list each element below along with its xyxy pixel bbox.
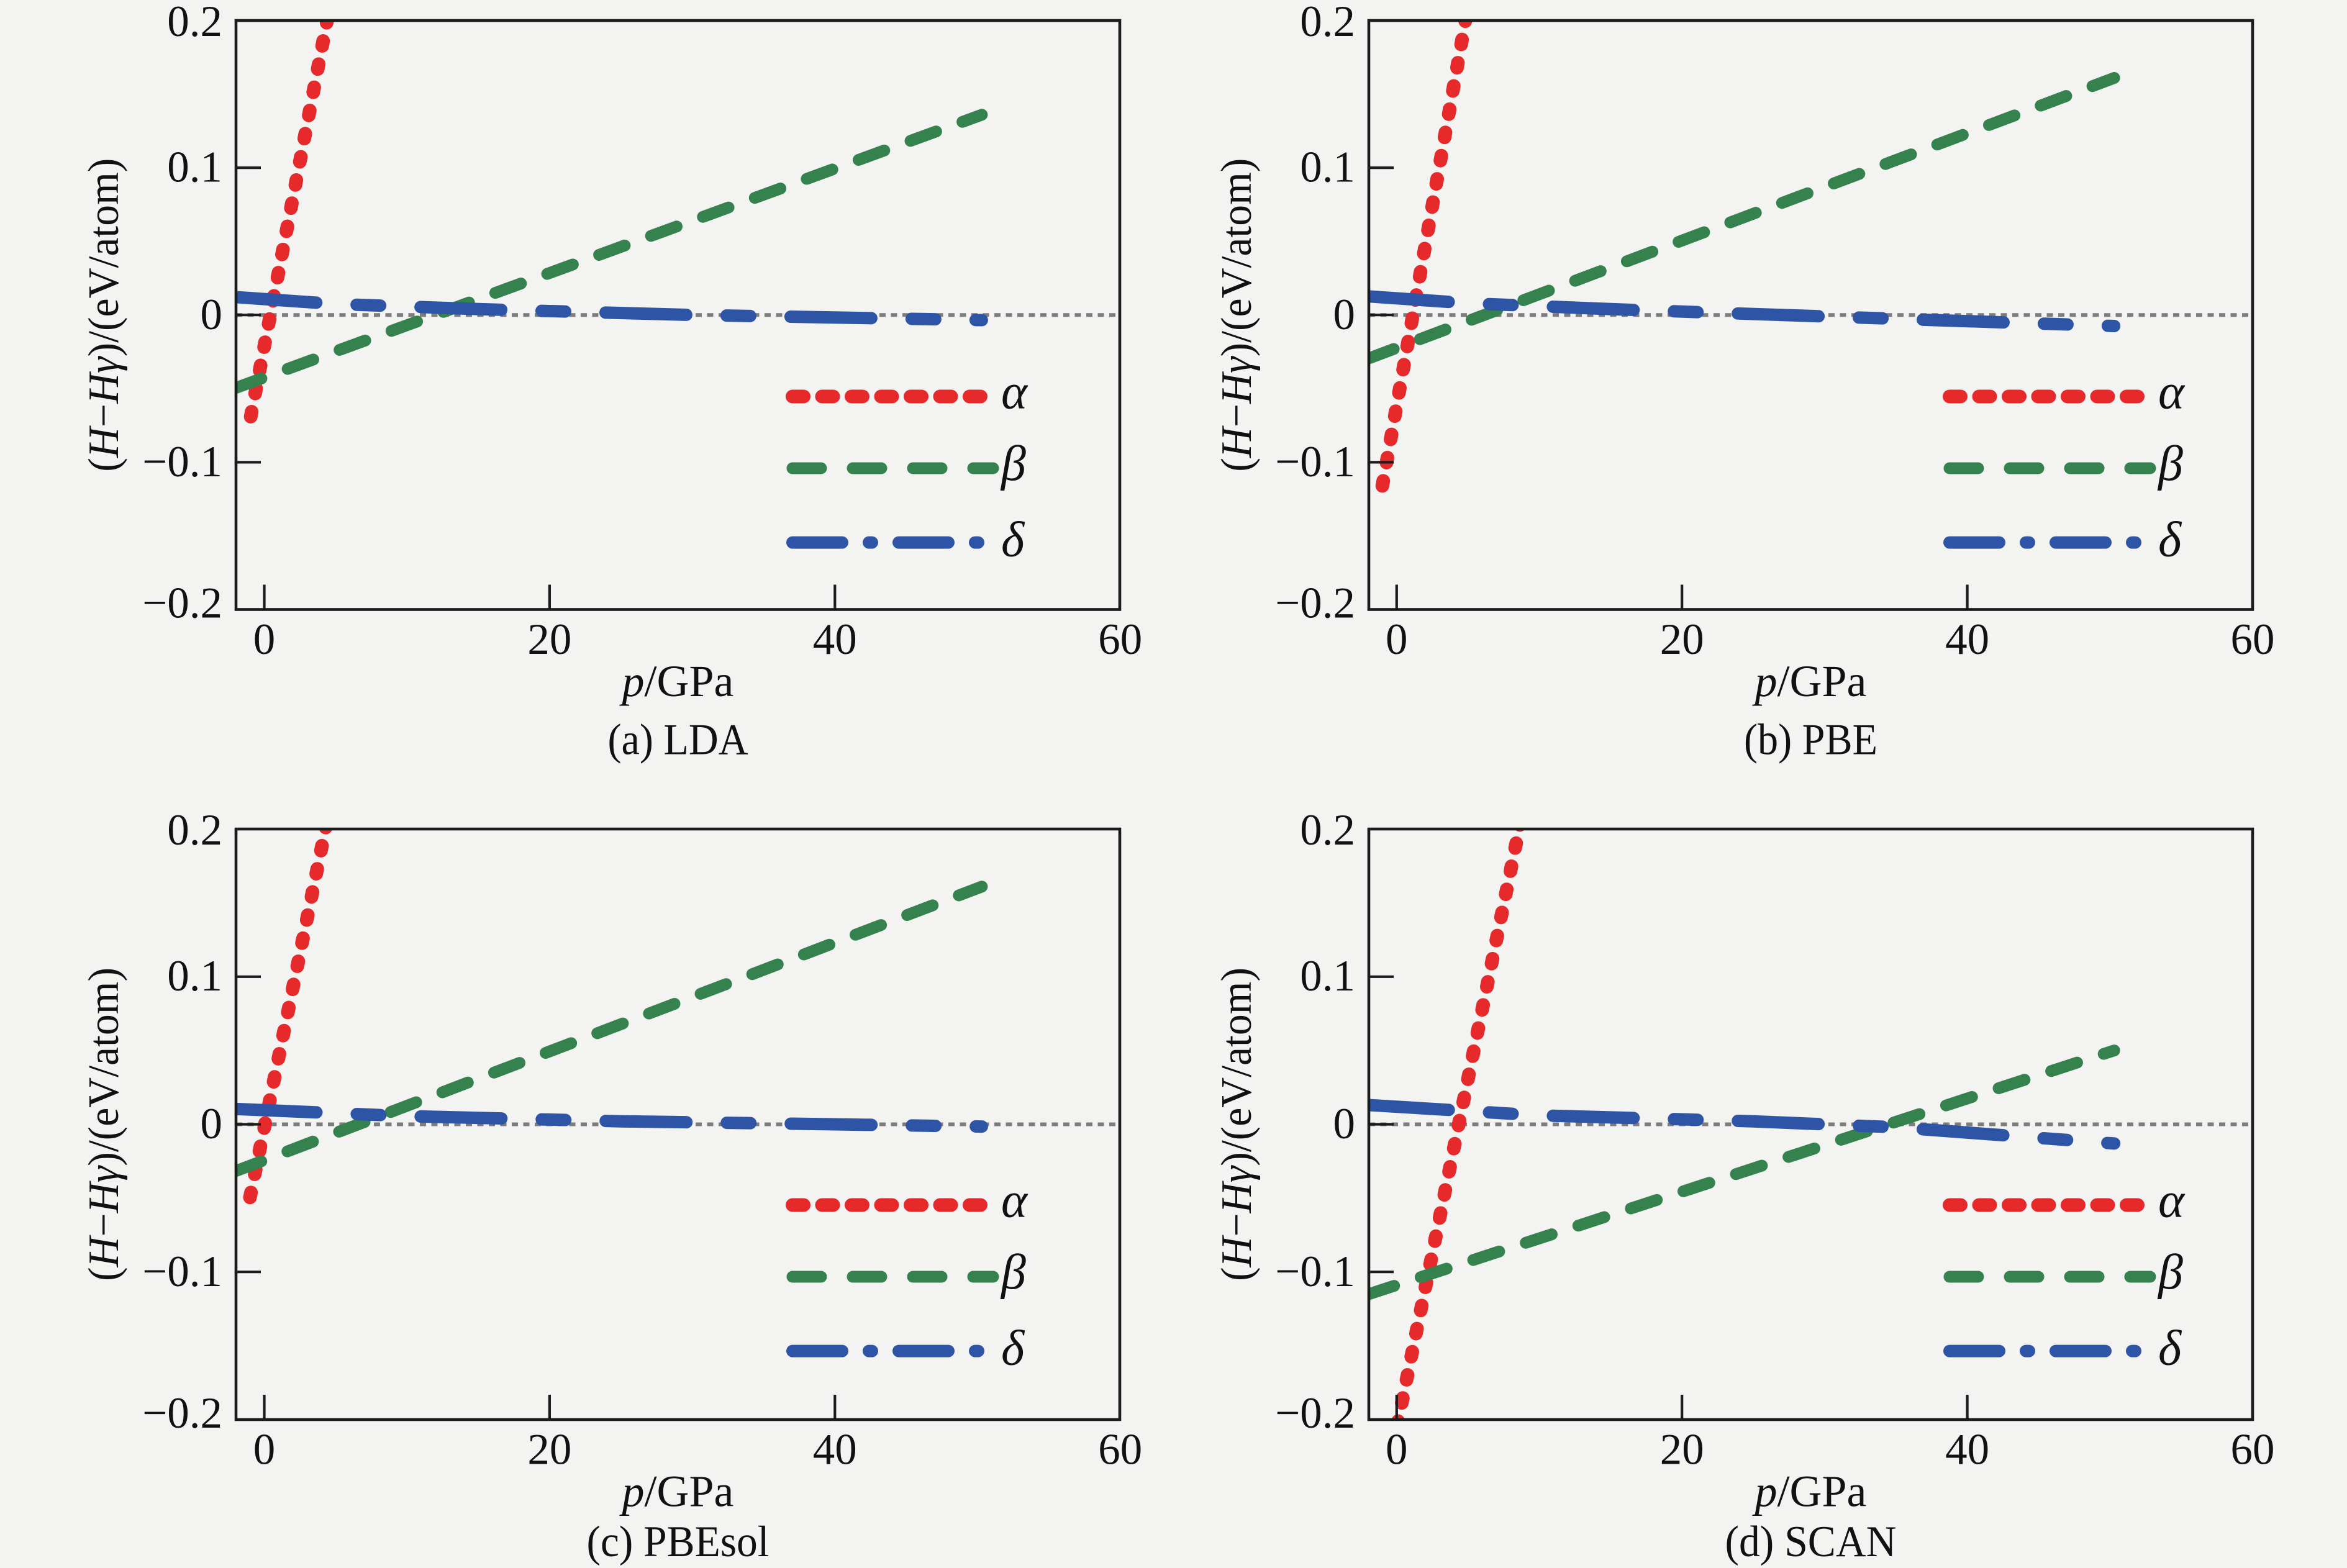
svg-text:40: 40 (1945, 1426, 1989, 1474)
svg-text:20: 20 (527, 1426, 571, 1474)
svg-text:β: β (1000, 437, 1026, 491)
svg-text:40: 40 (1945, 615, 1989, 664)
svg-text:−0.2: −0.2 (142, 1389, 222, 1438)
svg-text:α: α (2158, 1174, 2186, 1228)
svg-text:0.1: 0.1 (1300, 143, 1355, 192)
svg-text:(a) LDA: (a) LDA (608, 716, 748, 764)
svg-text:0.2: 0.2 (1300, 806, 1355, 854)
svg-text:δ: δ (2158, 1321, 2182, 1376)
svg-text:20: 20 (1660, 1426, 1704, 1474)
svg-text:0.2: 0.2 (1300, 0, 1355, 46)
svg-text:60: 60 (1098, 1426, 1142, 1474)
svg-text:α: α (2158, 365, 2186, 420)
svg-text:0: 0 (201, 1100, 223, 1148)
svg-text:40: 40 (813, 1426, 857, 1474)
svg-text:0.1: 0.1 (167, 952, 222, 1000)
svg-text:0: 0 (1386, 615, 1408, 664)
svg-text:(H−Hγ)/(eV/atom): (H−Hγ)/(eV/atom) (1213, 158, 1261, 472)
svg-text:β: β (2157, 437, 2183, 491)
svg-text:20: 20 (527, 615, 571, 664)
svg-text:p/GPa: p/GPa (619, 1467, 734, 1516)
svg-text:0: 0 (1333, 291, 1356, 339)
svg-text:0: 0 (253, 1426, 276, 1474)
svg-text:0.1: 0.1 (167, 143, 222, 192)
svg-text:(d) SCAN: (d) SCAN (1725, 1518, 1897, 1566)
svg-text:20: 20 (1660, 615, 1704, 664)
svg-text:−0.2: −0.2 (1275, 579, 1355, 628)
svg-text:(H−Hγ)/(eV/atom): (H−Hγ)/(eV/atom) (1213, 968, 1261, 1281)
svg-text:−0.1: −0.1 (142, 1248, 222, 1296)
svg-text:60: 60 (1098, 615, 1142, 664)
svg-text:0: 0 (1333, 1100, 1356, 1148)
svg-text:0: 0 (1386, 1426, 1408, 1474)
svg-text:(H−Hγ)/(eV/atom): (H−Hγ)/(eV/atom) (80, 158, 128, 472)
svg-text:−0.1: −0.1 (1275, 438, 1355, 486)
svg-text:β: β (2157, 1245, 2183, 1300)
svg-text:0.1: 0.1 (1300, 952, 1355, 1000)
svg-text:p/GPa: p/GPa (619, 656, 734, 706)
svg-text:−0.1: −0.1 (142, 438, 222, 486)
svg-text:(c) PBEsol: (c) PBEsol (587, 1518, 769, 1566)
svg-text:0.2: 0.2 (167, 0, 222, 46)
svg-text:α: α (1001, 365, 1028, 420)
svg-text:(b) PBE: (b) PBE (1744, 716, 1877, 764)
svg-text:α: α (1001, 1174, 1028, 1228)
svg-text:0.2: 0.2 (167, 806, 222, 854)
svg-text:−0.1: −0.1 (1275, 1248, 1355, 1296)
svg-text:δ: δ (1001, 1321, 1025, 1376)
svg-text:−0.2: −0.2 (1275, 1389, 1355, 1438)
svg-text:p/GPa: p/GPa (1752, 656, 1867, 706)
svg-text:(H−Hγ)/(eV/atom): (H−Hγ)/(eV/atom) (80, 968, 128, 1281)
svg-text:40: 40 (813, 615, 857, 664)
svg-text:β: β (1000, 1245, 1026, 1300)
svg-text:δ: δ (1001, 513, 1025, 568)
svg-text:60: 60 (2231, 1426, 2275, 1474)
svg-text:−0.2: −0.2 (142, 579, 222, 628)
svg-text:0: 0 (201, 291, 223, 339)
svg-text:δ: δ (2158, 513, 2182, 568)
svg-text:60: 60 (2231, 615, 2275, 664)
svg-text:p/GPa: p/GPa (1752, 1467, 1867, 1516)
svg-text:0: 0 (253, 615, 276, 664)
